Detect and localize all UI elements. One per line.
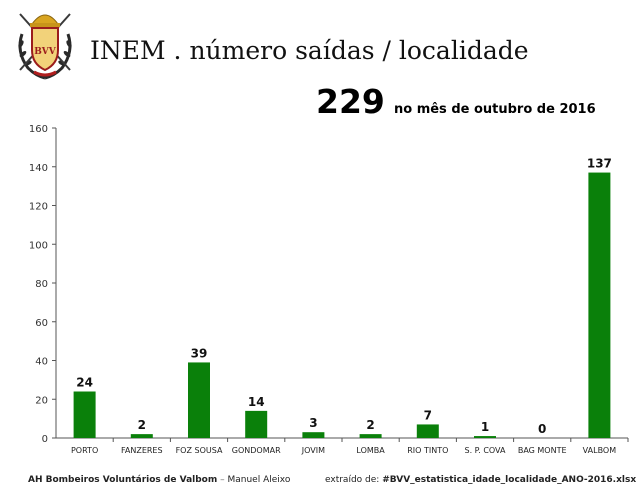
- bar-value-label: 1: [481, 420, 489, 434]
- x-tick-label: VALBOM: [583, 446, 617, 455]
- bar: [188, 362, 210, 438]
- bar-value-label: 39: [191, 346, 208, 360]
- x-tick-label: S. P. COVA: [464, 446, 506, 455]
- bar: [416, 424, 439, 438]
- y-tick-label: 20: [35, 395, 48, 406]
- y-tick-label: 140: [29, 163, 48, 174]
- bar-value-label: 137: [587, 157, 612, 171]
- bvv-emblem-logo: BVV: [18, 13, 72, 80]
- footer-source-file: #BVV_estatistica_idade_localidade_ANO-20…: [382, 475, 637, 485]
- y-tick-label: 40: [35, 357, 48, 368]
- y-tick-label: 0: [42, 434, 48, 445]
- footer-source: extraído de: #BVV_estatistica_idade_loca…: [325, 475, 636, 485]
- y-tick-label: 120: [29, 202, 48, 213]
- y-tick-label: 60: [35, 318, 48, 329]
- bar-value-label: 2: [138, 418, 146, 432]
- bar-value-label: 3: [309, 416, 317, 430]
- x-tick-label: LOMBA: [356, 446, 385, 455]
- footer-separator: –: [217, 475, 228, 485]
- y-tick-label: 160: [29, 124, 48, 135]
- footer-credit: AH Bombeiros Voluntários de Valbom – Man…: [28, 475, 290, 485]
- bar-value-label: 0: [538, 422, 546, 436]
- bar: [245, 410, 268, 438]
- y-tick-label: 100: [29, 240, 48, 251]
- footer-organization: AH Bombeiros Voluntários de Valbom: [28, 475, 218, 485]
- svg-text:BVV: BVV: [34, 47, 57, 57]
- x-tick-label: JOVIM: [301, 446, 325, 455]
- footer-author: Manuel Aleixo: [227, 475, 291, 485]
- bar-value-label: 7: [424, 408, 432, 422]
- x-tick-label: RIO TINTO: [407, 446, 448, 455]
- x-tick-label: PORTO: [71, 446, 98, 455]
- page-title: INEM . número saídas / localidade: [90, 36, 529, 65]
- bar-value-label: 14: [248, 395, 265, 409]
- x-tick-label: FOZ SOUSA: [176, 446, 223, 455]
- total-caption: no mês de outubro de 2016: [393, 102, 596, 117]
- x-tick-label: GONDOMAR: [232, 446, 281, 455]
- bar: [359, 434, 382, 438]
- total-summary: 229 no mês de outubro de 2016: [316, 82, 596, 121]
- y-tick-label: 80: [35, 279, 48, 290]
- bar: [73, 391, 96, 438]
- x-tick-label: BAG MONTE: [518, 446, 567, 455]
- bar: [130, 434, 153, 438]
- x-tick-label: FANZERES: [121, 446, 163, 455]
- footer-source-prefix: extraído de:: [325, 475, 383, 485]
- bar-value-label: 2: [366, 418, 374, 432]
- bar: [302, 432, 325, 438]
- bar-value-label: 24: [76, 376, 93, 390]
- total-count: 229: [316, 82, 385, 121]
- bar: [588, 172, 611, 438]
- bar: [474, 436, 496, 438]
